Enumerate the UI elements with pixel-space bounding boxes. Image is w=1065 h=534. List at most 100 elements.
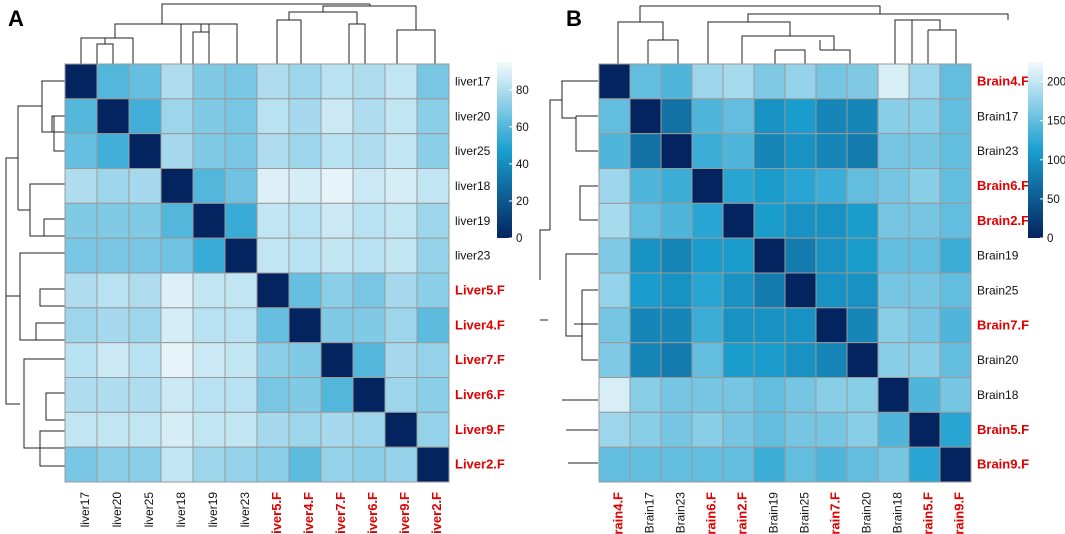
heatmap-cell: [416, 237, 450, 274]
heatmap-cell: [256, 342, 290, 379]
heatmap-cell: [352, 377, 386, 413]
heatmap-cell: [660, 237, 693, 274]
heatmap-cell: [908, 307, 941, 344]
heatmap-cell: [192, 377, 226, 413]
color-legend-tick-label: 60: [516, 122, 529, 134]
heatmap-cell: [846, 307, 879, 344]
heatmap-cell: [691, 237, 724, 274]
heatmap-cell: [722, 342, 755, 379]
heatmap-cell: [320, 377, 354, 413]
row-label: Brain6.F: [977, 178, 1029, 193]
heatmap-cell: [846, 237, 879, 274]
heatmap-cell: [256, 446, 290, 483]
heatmap-cell: [128, 133, 162, 169]
heatmap-cell: [691, 98, 724, 135]
heatmap-cell: [753, 237, 786, 274]
heatmap-cell: [598, 377, 631, 413]
heatmap-cell: [128, 98, 162, 135]
heatmap-cell: [128, 307, 162, 344]
heatmap-cell: [384, 237, 418, 274]
row-label: Brain2.F: [977, 213, 1029, 228]
row-label: liver25: [455, 144, 491, 158]
heatmap-cell: [160, 307, 194, 344]
heatmap-cell: [877, 342, 910, 379]
heatmap-cell: [815, 272, 848, 309]
heatmap-cell: [877, 411, 910, 448]
heatmap-cell: [288, 237, 322, 274]
heatmap-cell: [784, 237, 817, 274]
heatmap-cell: [629, 63, 662, 100]
heatmap-cell: [815, 133, 848, 169]
heatmap-cell: [939, 446, 972, 483]
column-label: liver25: [142, 492, 156, 528]
heatmap-cell: [96, 63, 130, 100]
color-legend-tick-label: 50: [1047, 194, 1060, 206]
color-legend-tick-label: 0: [1047, 233, 1053, 245]
column-label: Brain19: [767, 492, 781, 534]
heatmap-cell: [96, 133, 130, 169]
heatmap-cell: [352, 202, 386, 239]
heatmap-cell: [939, 133, 972, 169]
heatmap-cell: [722, 202, 755, 239]
heatmap-cell: [128, 63, 162, 100]
heatmap-cell: [256, 307, 290, 344]
row-label: Brain7.F: [977, 317, 1029, 332]
heatmap-cell: [753, 98, 786, 135]
heatmap-cell: [288, 168, 322, 204]
heatmap-cell: [224, 237, 258, 274]
heatmap-cell: [722, 307, 755, 344]
color-legend-tick-label: 20: [516, 196, 529, 208]
heatmap-cell: [160, 446, 194, 483]
heatmap-cell: [64, 377, 98, 413]
heatmap-cell: [660, 446, 693, 483]
column-label: Liver4.F: [301, 492, 316, 534]
row-label: Brain18: [977, 388, 1019, 402]
heatmap-cell: [598, 168, 631, 204]
heatmap-cell: [320, 202, 354, 239]
heatmap-cell: [877, 202, 910, 239]
heatmap-cell: [288, 342, 322, 379]
column-label: liver18: [174, 492, 188, 528]
heatmap-cell: [815, 411, 848, 448]
panel-b: B Brain4.F Brain17 Brain23 Brain6.F Brain2.F…: [539, 5, 1065, 534]
heatmap-cell: [691, 377, 724, 413]
heatmap-cell: [128, 446, 162, 483]
row-label: Brain25: [977, 283, 1019, 297]
heatmap-cell: [192, 272, 226, 309]
heatmap-cell: [908, 98, 941, 135]
column-label: Brain7.F: [828, 492, 843, 534]
heatmap-cell: [128, 272, 162, 309]
heatmap-cell: [753, 272, 786, 309]
heatmap-cell: [160, 411, 194, 448]
heatmap-cell: [320, 63, 354, 100]
heatmap-cell: [877, 133, 910, 169]
heatmap-cell: [877, 237, 910, 274]
heatmap-cell: [128, 202, 162, 239]
heatmap-cell: [691, 202, 724, 239]
heatmap-cell: [288, 202, 322, 239]
panel-a-color-legend: 0 20 40 60 80: [497, 62, 529, 245]
heatmap-cell: [288, 98, 322, 135]
heatmap-cell: [256, 98, 290, 135]
heatmap-cell: [908, 272, 941, 309]
heatmap-cell: [753, 133, 786, 169]
panel-a-top-dendrogram: [80, 3, 436, 64]
heatmap-cell: [598, 98, 631, 135]
heatmap-cell: [288, 307, 322, 344]
heatmap-cell: [160, 342, 194, 379]
heatmap-cell: [352, 342, 386, 379]
heatmap-cell: [384, 411, 418, 448]
heatmap-cell: [320, 446, 354, 483]
heatmap-cell: [192, 307, 226, 344]
heatmap-cell: [598, 133, 631, 169]
heatmap-cell: [815, 168, 848, 204]
heatmap-cell: [64, 446, 98, 483]
column-label: Brain5.F: [921, 492, 936, 534]
heatmap-cell: [416, 98, 450, 135]
heatmap-cell: [908, 446, 941, 483]
heatmap-cell: [96, 446, 130, 483]
heatmap-cell: [192, 237, 226, 274]
heatmap-cell: [660, 98, 693, 135]
heatmap-cell: [224, 307, 258, 344]
heatmap-cell: [753, 446, 786, 483]
